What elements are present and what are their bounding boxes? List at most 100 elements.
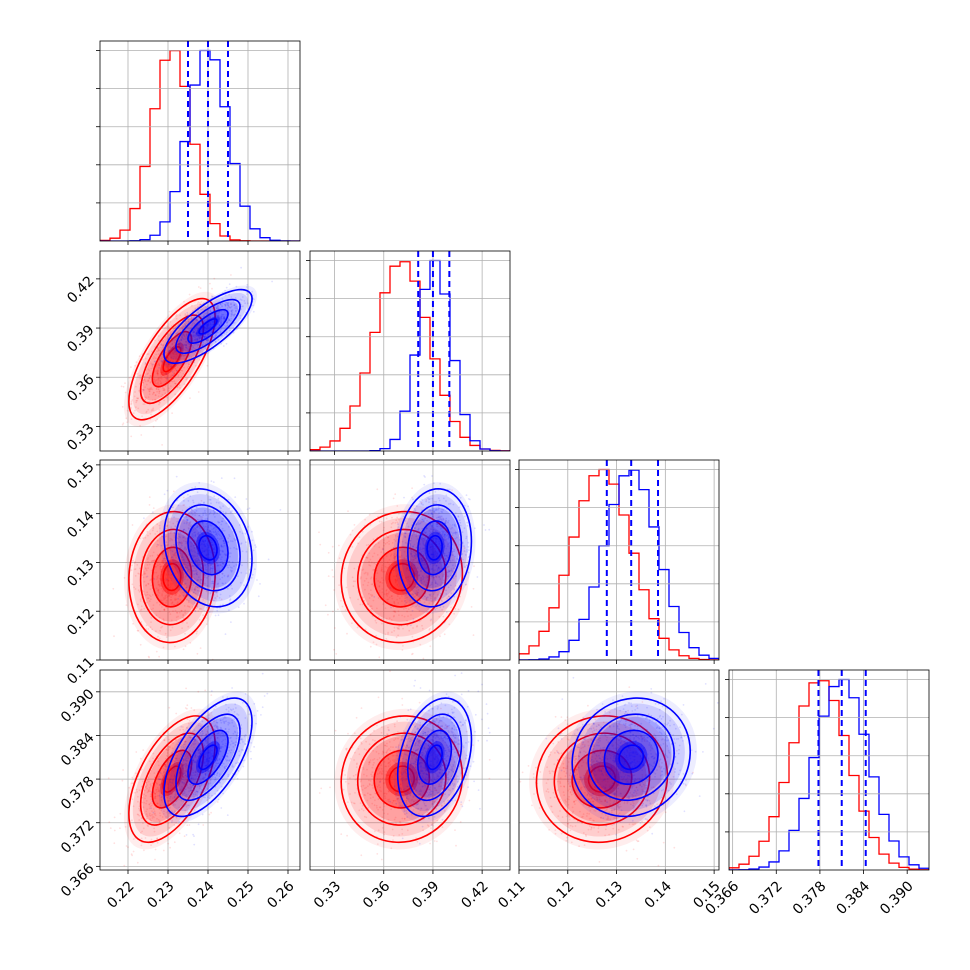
sample-point <box>387 633 389 635</box>
sample-point <box>221 556 223 559</box>
panel-2-2 <box>515 459 720 664</box>
sample-point <box>324 604 327 607</box>
sample-point <box>382 570 384 573</box>
sample-point <box>448 503 450 505</box>
sample-point <box>185 516 188 518</box>
sample-point <box>219 506 221 508</box>
sample-point <box>196 328 199 331</box>
sample-point <box>237 308 239 311</box>
sample-point <box>160 361 163 363</box>
sample-point <box>432 539 435 542</box>
sample-point <box>410 614 412 616</box>
sample-point <box>178 342 181 345</box>
sample-point <box>428 560 431 563</box>
sample-point <box>163 493 166 496</box>
sample-point <box>414 585 417 588</box>
sample-point <box>204 347 207 350</box>
sample-point <box>177 615 180 618</box>
sample-point <box>467 541 470 544</box>
sample-point <box>144 362 147 365</box>
sample-point <box>427 576 429 579</box>
sample-point <box>196 555 199 557</box>
sample-point <box>210 557 213 559</box>
sample-point <box>193 547 196 550</box>
sample-point <box>161 599 163 602</box>
density-fill <box>360 532 444 622</box>
sample-point <box>202 540 205 543</box>
sample-point <box>434 553 437 555</box>
sample-point <box>181 327 184 329</box>
sample-point <box>167 326 169 328</box>
sample-point <box>365 544 368 547</box>
sample-point <box>183 354 186 357</box>
sample-point <box>210 811 213 814</box>
contour-line <box>128 297 216 421</box>
sample-point <box>186 564 189 567</box>
sample-point <box>209 316 212 319</box>
sample-point <box>437 525 439 528</box>
sample-point <box>166 568 169 571</box>
sample-point <box>215 314 218 316</box>
sample-point <box>429 584 431 587</box>
sample-point <box>154 379 157 382</box>
sample-point <box>182 573 184 575</box>
sample-point <box>214 334 217 337</box>
sample-point <box>159 568 162 571</box>
sample-point <box>232 530 235 533</box>
sample-point <box>439 528 442 530</box>
sample-point <box>214 614 217 617</box>
sample-point <box>367 581 370 584</box>
sample-point <box>441 526 444 529</box>
sample-point <box>195 343 198 345</box>
sample-point <box>376 607 378 610</box>
sample-point <box>222 539 225 542</box>
sample-point <box>230 305 233 308</box>
sample-point <box>218 597 221 599</box>
sample-point <box>186 377 189 380</box>
sample-point <box>383 544 385 547</box>
sample-point <box>433 511 436 513</box>
sample-point <box>383 526 385 529</box>
sample-point <box>234 496 237 498</box>
sample-point <box>220 537 223 540</box>
sample-point <box>190 339 193 342</box>
sample-point <box>120 385 123 388</box>
sample-point <box>179 541 182 544</box>
sample-point <box>211 571 214 573</box>
sample-point <box>168 349 171 352</box>
sample-point <box>191 587 193 589</box>
sample-point <box>174 367 177 370</box>
sample-point <box>202 558 205 561</box>
sample-point <box>211 528 214 531</box>
sample-point <box>386 598 389 601</box>
sample-point <box>240 543 243 545</box>
sample-point <box>213 321 216 324</box>
sample-point <box>177 343 179 346</box>
sample-point <box>239 314 242 317</box>
sample-point <box>196 560 199 562</box>
sample-point <box>224 304 227 307</box>
sample-point <box>445 494 448 497</box>
sample-point <box>180 567 183 570</box>
sample-point <box>171 343 174 346</box>
sample-point <box>172 559 175 562</box>
sample-point <box>432 576 435 579</box>
sample-point <box>148 377 151 380</box>
sample-point <box>430 524 433 527</box>
sample-point <box>196 526 199 529</box>
sample-point <box>166 525 168 528</box>
sample-point <box>182 562 184 565</box>
sample-point <box>188 512 190 515</box>
sample-point <box>183 366 186 369</box>
sample-point <box>182 583 184 586</box>
sample-point <box>394 611 397 614</box>
sample-point <box>171 371 174 373</box>
sample-point <box>152 391 155 394</box>
sample-point <box>194 531 197 534</box>
sample-point <box>143 403 146 405</box>
sample-point <box>203 501 206 504</box>
sample-point <box>198 334 201 337</box>
sample-point <box>173 516 176 518</box>
sample-point <box>135 361 138 363</box>
sample-point <box>429 531 432 534</box>
